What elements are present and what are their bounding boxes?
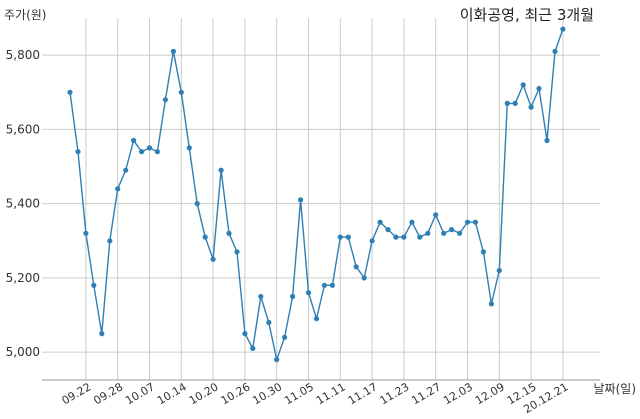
data-point <box>457 230 463 236</box>
x-tick-label: 12.03 <box>441 380 475 407</box>
data-point <box>298 197 304 203</box>
data-point <box>226 230 232 236</box>
x-tick-label: 10.26 <box>219 380 253 407</box>
data-point <box>337 234 343 240</box>
data-point <box>401 234 407 240</box>
data-point <box>123 167 129 173</box>
x-tick-label: 11.27 <box>409 380 443 407</box>
chart-title: 이화공영, 최근 3개월 <box>459 6 594 24</box>
data-point <box>107 238 113 244</box>
data-point <box>131 137 137 144</box>
data-point <box>345 234 351 240</box>
x-tick-label: 12.09 <box>473 380 507 407</box>
x-axis-label: 날짜(일) <box>593 382 636 396</box>
data-point <box>552 48 558 55</box>
data-point <box>194 201 200 207</box>
y-tick-label: 5,200 <box>6 271 40 285</box>
x-tick-label: 10.14 <box>155 380 189 407</box>
data-point <box>146 145 153 151</box>
x-tick-labels: 09.2209.2810.0710.1410.2010.2610.3011.05… <box>60 380 571 416</box>
data-point <box>210 256 216 262</box>
data-point <box>115 186 121 192</box>
data-point <box>480 249 486 255</box>
data-point <box>441 230 447 236</box>
data-point <box>170 48 176 55</box>
data-point <box>449 227 455 233</box>
data-point <box>178 89 184 95</box>
data-points <box>67 26 566 363</box>
data-point <box>377 219 383 225</box>
data-point <box>329 282 335 288</box>
x-tick-label: 10.30 <box>250 380 284 407</box>
data-point <box>393 234 399 240</box>
data-point <box>369 238 375 244</box>
price-line <box>69 28 564 363</box>
y-tick-label: 5,400 <box>6 197 40 211</box>
data-point <box>409 219 415 225</box>
data-point <box>202 234 208 240</box>
data-point <box>496 267 502 274</box>
data-point <box>83 230 89 236</box>
data-point <box>313 316 320 322</box>
x-tick-label: 10.07 <box>123 380 157 407</box>
data-point <box>91 282 97 288</box>
data-point <box>544 137 550 144</box>
data-point <box>218 167 224 173</box>
data-point <box>75 149 81 155</box>
data-point <box>464 219 471 225</box>
data-point <box>305 290 312 296</box>
y-tick-label: 5,800 <box>6 48 40 62</box>
x-tick-label: 11.17 <box>346 380 380 407</box>
data-point <box>274 357 280 363</box>
x-tick-label: 10.20 <box>187 380 221 407</box>
data-point <box>512 100 518 106</box>
data-point <box>282 334 288 340</box>
grid-lines <box>42 18 600 380</box>
x-tick-label: 09.22 <box>60 380 94 407</box>
data-point <box>520 82 526 88</box>
data-point <box>361 275 367 281</box>
data-point <box>266 319 272 326</box>
data-point <box>385 227 391 233</box>
data-point <box>154 149 160 155</box>
data-point <box>425 230 431 236</box>
data-point <box>99 331 105 337</box>
data-point <box>560 26 566 32</box>
data-point <box>433 212 439 218</box>
y-tick-labels: 5,000 5,200 5,400 5,600 5,800 <box>6 48 40 359</box>
data-point <box>528 104 534 110</box>
x-tick-label: 11.05 <box>282 380 316 407</box>
data-point <box>162 97 168 103</box>
x-tick-label: 11.11 <box>314 380 348 407</box>
data-point <box>186 145 192 151</box>
data-point <box>488 301 494 307</box>
data-point <box>258 293 264 300</box>
data-point <box>290 293 296 300</box>
data-point <box>504 100 510 106</box>
data-point <box>536 85 542 92</box>
data-point <box>234 249 240 255</box>
x-tick-label: 11.23 <box>378 380 412 407</box>
data-point <box>353 264 359 270</box>
data-point <box>472 219 478 225</box>
data-point <box>139 149 145 155</box>
x-tick-label: 09.28 <box>91 380 125 407</box>
y-tick-label: 5,000 <box>6 345 40 359</box>
data-point <box>250 345 256 351</box>
y-axis-label: 주가(원) <box>4 8 47 22</box>
data-point <box>242 331 248 337</box>
data-point <box>67 89 73 95</box>
data-point <box>321 282 327 288</box>
data-point <box>417 234 423 240</box>
y-tick-label: 5,600 <box>6 122 40 136</box>
